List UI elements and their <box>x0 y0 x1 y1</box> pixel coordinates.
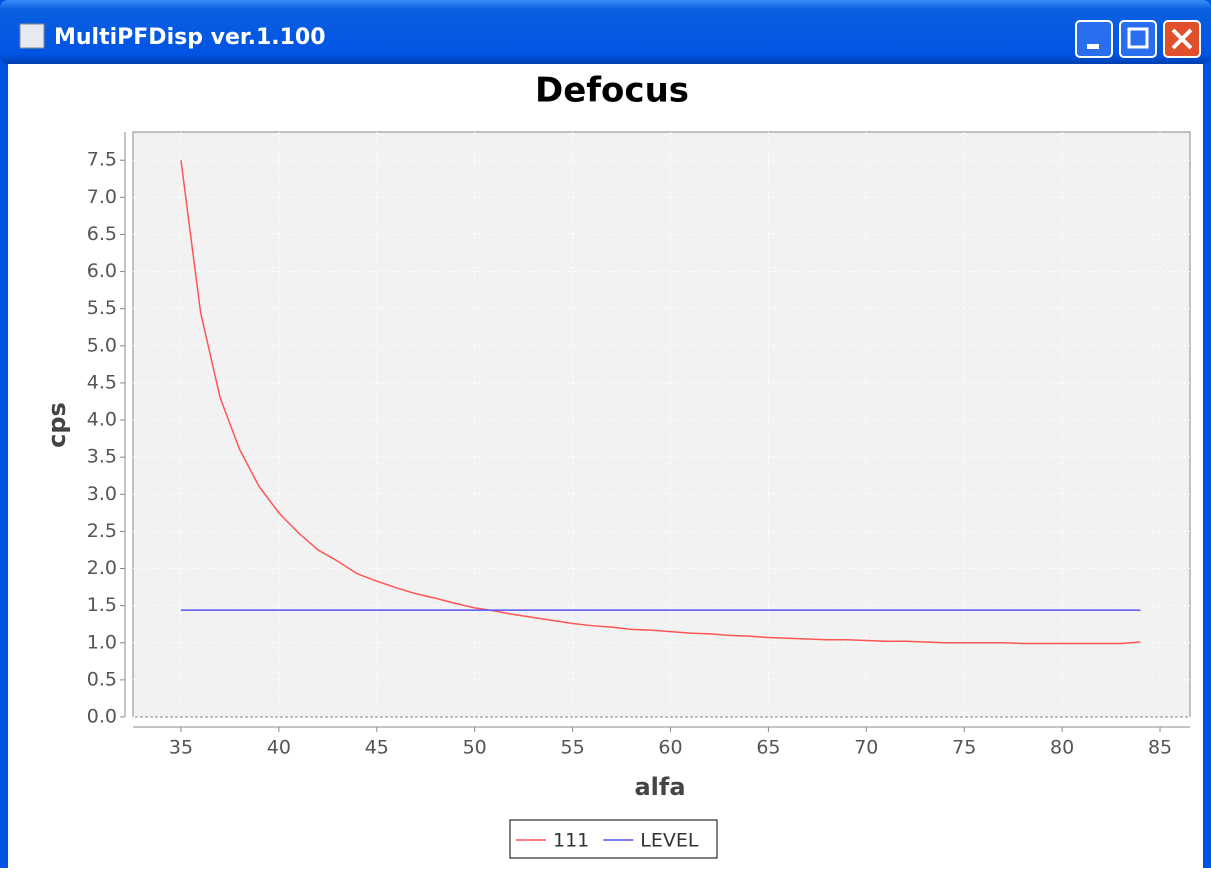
x-tick-label: 45 <box>365 737 389 759</box>
y-tick-label: 6.0 <box>87 260 117 282</box>
y-tick-label: 2.0 <box>87 557 117 579</box>
y-tick-label: 4.0 <box>87 409 117 431</box>
window-title: MultiPFDisp ver.1.100 <box>54 25 326 50</box>
series-line <box>180 160 1141 645</box>
x-tick-label: 65 <box>756 737 780 759</box>
maximize-icon <box>1127 27 1149 49</box>
y-tick-label: 1.0 <box>87 631 117 653</box>
x-tick-label: 75 <box>952 737 976 759</box>
x-tick-label: 60 <box>658 737 682 759</box>
title-bar <box>0 0 1211 64</box>
legend-label: LEVEL <box>640 830 699 852</box>
y-tick-label: 7.0 <box>87 186 117 208</box>
minimize-button[interactable] <box>1075 20 1113 58</box>
x-tick-label: 85 <box>1148 737 1172 759</box>
legend <box>509 819 718 859</box>
x-tick-label: 55 <box>561 737 585 759</box>
plot-area <box>132 131 1191 718</box>
y-tick-label: 0.5 <box>87 668 117 690</box>
y-tick-label: 5.5 <box>87 297 117 319</box>
x-axis-label: alfa <box>634 773 685 801</box>
y-tick-label: 6.5 <box>87 223 117 245</box>
legend-label: 111 <box>553 830 589 852</box>
y-tick-label: 7.5 <box>87 149 117 171</box>
y-tick-label: 4.5 <box>87 371 117 393</box>
chart-title: Defocus <box>535 71 689 111</box>
y-tick-label: 1.5 <box>87 594 117 616</box>
y-axis-label: cps <box>43 402 71 448</box>
maximize-button[interactable] <box>1119 20 1157 58</box>
x-tick-label: 40 <box>267 737 291 759</box>
close-icon <box>1171 28 1193 50</box>
y-tick-label: 5.0 <box>87 334 117 356</box>
y-tick-label: 3.5 <box>87 446 117 468</box>
y-tick-label: 3.0 <box>87 483 117 505</box>
x-tick-label: 35 <box>169 737 193 759</box>
x-tick-label: 50 <box>463 737 487 759</box>
x-tick-label: 80 <box>1050 737 1074 759</box>
minimize-icon <box>1087 44 1099 49</box>
y-tick-label: 2.5 <box>87 520 117 542</box>
y-tick-label: 0.0 <box>87 706 117 728</box>
app-icon <box>19 23 45 49</box>
x-tick-label: 70 <box>854 737 878 759</box>
